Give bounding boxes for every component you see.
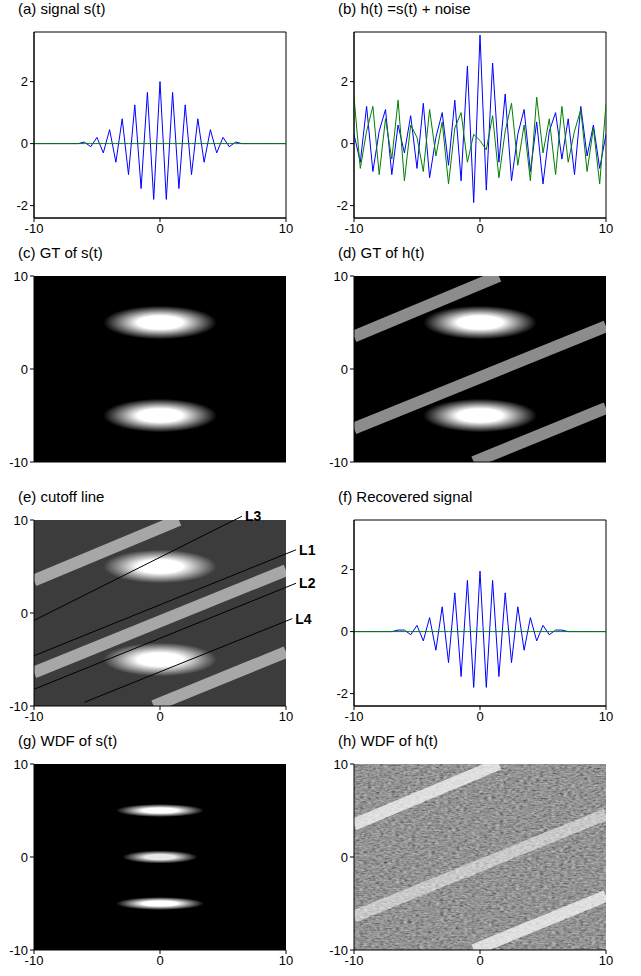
svg-text:0: 0 <box>156 709 163 724</box>
svg-text:0: 0 <box>476 953 483 968</box>
html-text:(d) GT of h(t): (d) GT of h(t) <box>338 244 425 261</box>
svg-text:10: 10 <box>599 709 613 724</box>
html-text:(b) h(t) =s(t) + noise: (b) h(t) =s(t) + noise <box>338 0 471 17</box>
html-text:(g) WDF of s(t): (g) WDF of s(t) <box>18 732 118 749</box>
svg-text:L3: L3 <box>245 508 262 524</box>
svg-text:10: 10 <box>599 953 613 968</box>
svg-text:-10: -10 <box>329 455 348 470</box>
svg-text:10: 10 <box>279 221 293 236</box>
svg-text:2: 2 <box>341 562 348 577</box>
svg-text:L1: L1 <box>299 542 316 558</box>
svg-text:2: 2 <box>341 74 348 89</box>
svg-text:10: 10 <box>14 269 28 284</box>
svg-text:10: 10 <box>334 757 348 772</box>
html-text:(c) GT of s(t): (c) GT of s(t) <box>18 244 103 261</box>
svg-text:0: 0 <box>476 221 483 236</box>
svg-text:0: 0 <box>341 362 348 377</box>
svg-text:-10: -10 <box>25 221 44 236</box>
svg-text:10: 10 <box>599 221 613 236</box>
svg-text:0: 0 <box>341 850 348 865</box>
svg-text:10: 10 <box>279 953 293 968</box>
svg-text:10: 10 <box>279 709 293 724</box>
html-text:(f) Recovered signal: (f) Recovered signal <box>338 488 473 505</box>
svg-text:0: 0 <box>21 362 28 377</box>
svg-text:0: 0 <box>341 136 348 151</box>
svg-text:-10: -10 <box>9 455 28 470</box>
svg-text:-10: -10 <box>24 953 44 969</box>
svg-text:-10: -10 <box>345 709 364 724</box>
svg-text:0: 0 <box>21 606 28 621</box>
html-text:(e) cutoff line: (e) cutoff line <box>18 488 105 505</box>
svg-text:0: 0 <box>476 709 483 724</box>
svg-text:0: 0 <box>156 221 163 236</box>
svg-text:0: 0 <box>21 136 28 151</box>
svg-text:-10: -10 <box>24 709 44 725</box>
svg-text:-10: -10 <box>344 953 364 969</box>
svg-text:10: 10 <box>334 269 348 284</box>
svg-text:2: 2 <box>21 74 28 89</box>
svg-text:10: 10 <box>14 757 28 772</box>
svg-text:L2: L2 <box>299 575 316 591</box>
svg-text:-2: -2 <box>336 198 348 213</box>
html-text:(h) WDF of h(t): (h) WDF of h(t) <box>338 732 438 749</box>
svg-text:-2: -2 <box>336 686 348 701</box>
svg-text:L4: L4 <box>295 611 312 627</box>
svg-text:10: 10 <box>14 513 28 528</box>
svg-text:-10: -10 <box>9 943 28 958</box>
svg-text:0: 0 <box>156 953 163 968</box>
html-text:(a) signal s(t): (a) signal s(t) <box>18 0 106 17</box>
svg-text:-10: -10 <box>345 221 364 236</box>
svg-text:-10: -10 <box>329 943 348 958</box>
svg-text:0: 0 <box>341 624 348 639</box>
svg-text:-10: -10 <box>9 699 28 714</box>
svg-text:-2: -2 <box>16 198 28 213</box>
svg-text:0: 0 <box>21 850 28 865</box>
